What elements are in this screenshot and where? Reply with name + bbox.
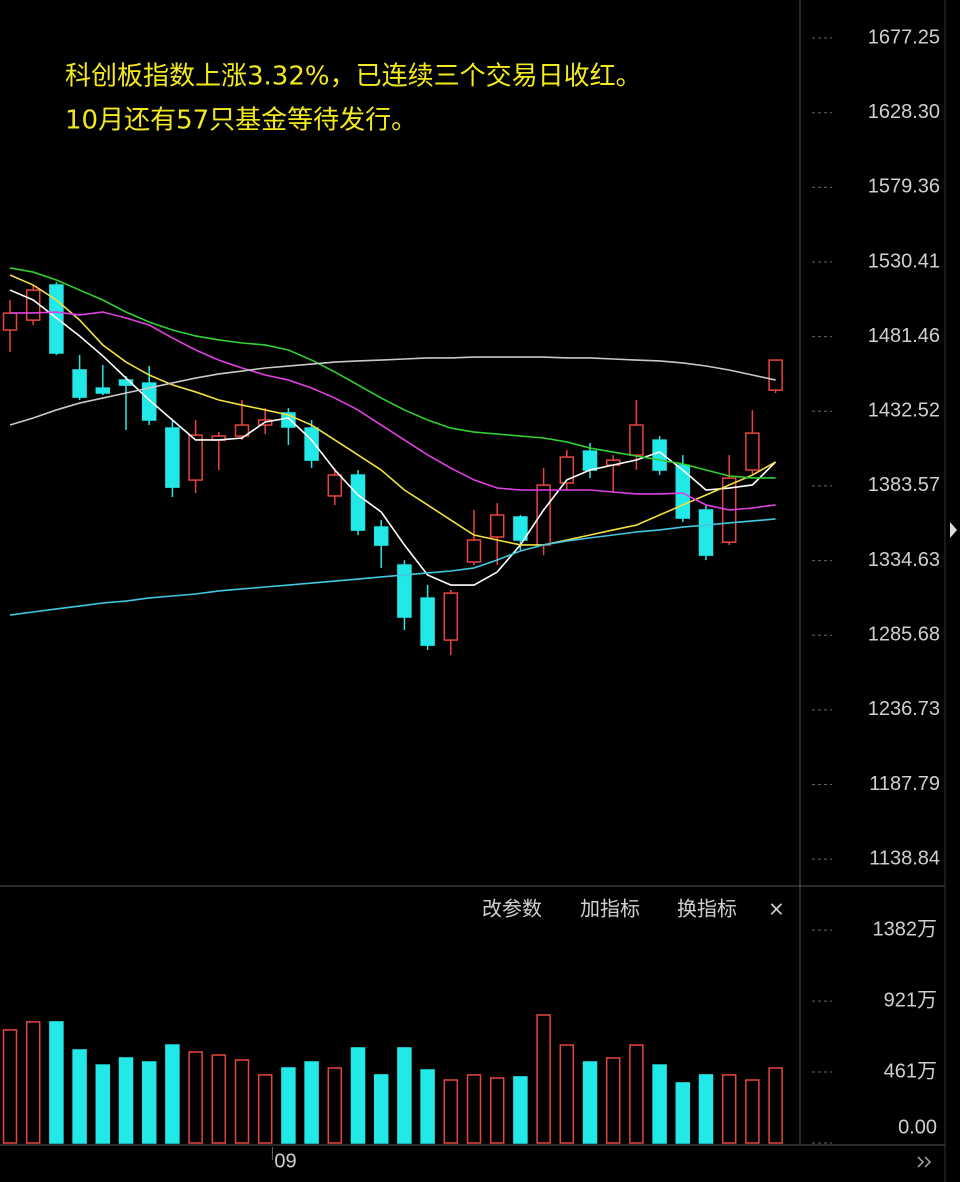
candle-body <box>234 424 250 437</box>
volume-bar <box>582 1061 598 1144</box>
candle-body <box>698 509 714 556</box>
candle-body <box>304 427 319 461</box>
volume-bar <box>675 1082 691 1144</box>
volume-bar <box>188 1051 203 1144</box>
volume-bar <box>605 1057 621 1144</box>
moving-average-line <box>9 289 777 586</box>
volume-bar <box>698 1074 714 1144</box>
scroll-button[interactable] <box>917 1156 932 1168</box>
y-tick-label: 1579.36 <box>868 176 940 198</box>
y-tick-label: 1628.30 <box>868 101 940 123</box>
candle-body <box>165 427 180 488</box>
volume-bar <box>420 1069 435 1144</box>
y2-tick-label: 1382万 <box>873 918 938 940</box>
expand-arrow[interactable] <box>950 522 957 538</box>
volume-bar <box>49 1021 64 1144</box>
moving-average-line <box>10 311 776 511</box>
annotation: 科创板指数上涨3.32%，已连续三个交易日收红。 <box>65 62 642 92</box>
candle-body <box>373 526 389 546</box>
volume-bar <box>2 1029 18 1144</box>
toolbar-button[interactable]: 加指标 <box>580 897 640 921</box>
volume-bar <box>281 1067 296 1144</box>
volume-bar <box>721 1074 737 1144</box>
y-tick-label: 1481.46 <box>868 325 940 347</box>
candle-body <box>49 284 64 354</box>
volume-bar <box>257 1074 273 1144</box>
volume-bar <box>466 1074 482 1144</box>
x-tick-label: 09 <box>274 1150 296 1172</box>
candle-body <box>95 387 111 394</box>
volume-bar <box>304 1061 319 1144</box>
candle-body <box>629 424 644 456</box>
volume-bar <box>559 1044 575 1144</box>
candle-body <box>188 434 203 481</box>
y2-tick-label: 921万 <box>884 989 937 1011</box>
volume-bar <box>72 1049 87 1144</box>
candle-body <box>768 359 783 391</box>
y-tick-label: 1530.41 <box>868 250 940 272</box>
volume-bar <box>489 1077 505 1144</box>
moving-average-line <box>9 267 776 479</box>
candle-body <box>513 516 528 541</box>
candle-body <box>350 474 366 531</box>
volume-bar <box>652 1064 667 1144</box>
candle-body <box>141 382 157 421</box>
candle-body <box>466 539 482 563</box>
candle-body <box>118 379 134 386</box>
candle-body <box>582 450 598 471</box>
candle-body <box>443 592 459 641</box>
y-tick-label: 1432.52 <box>868 400 940 422</box>
candle-body <box>559 456 575 484</box>
candle-body <box>745 432 760 471</box>
candle-body <box>536 484 551 546</box>
close-button[interactable]: × <box>768 897 785 921</box>
volume-bar <box>443 1079 459 1144</box>
volume-bar <box>25 1021 41 1144</box>
candle-body <box>25 289 41 321</box>
volume-bar <box>327 1067 343 1144</box>
toolbar-button[interactable]: 换指标 <box>677 897 737 921</box>
candle-body <box>72 369 87 398</box>
volume-bar <box>165 1044 180 1144</box>
toolbar-button[interactable]: 改参数 <box>482 897 542 921</box>
y2-tick-label: 0.00 <box>898 1116 937 1138</box>
volume-bar <box>629 1044 644 1144</box>
volume-bar <box>373 1074 389 1144</box>
volume-bar <box>350 1047 366 1144</box>
moving-average-line <box>9 518 776 616</box>
volume-bar <box>234 1059 250 1144</box>
y-tick-label: 1187.79 <box>869 773 940 795</box>
candle-body <box>397 564 412 618</box>
candle-body <box>2 312 18 331</box>
candle-body <box>489 514 505 538</box>
y2-tick-label: 461万 <box>884 1060 937 1082</box>
volume-bar <box>768 1067 783 1144</box>
candle-body <box>420 597 435 646</box>
volume-bar <box>513 1076 528 1144</box>
volume-bar <box>211 1054 227 1144</box>
volume-bar <box>745 1079 760 1144</box>
volume-bar <box>141 1061 157 1144</box>
volume-bar <box>536 1014 551 1144</box>
y-tick-label: 1383.57 <box>868 474 940 496</box>
moving-average-line <box>9 274 776 546</box>
annotation: 10月还有57只基金等待发行。 <box>65 106 417 136</box>
moving-average-line <box>9 356 776 426</box>
y-tick-label: 1236.73 <box>868 698 940 720</box>
volume-bar <box>118 1057 134 1144</box>
y-tick-label: 1138.84 <box>869 847 940 869</box>
y-tick-label: 1677.25 <box>868 26 940 48</box>
candle-body <box>327 474 343 497</box>
y-tick-label: 1285.68 <box>868 624 940 646</box>
volume-bar <box>95 1064 111 1144</box>
volume-bar <box>397 1047 412 1144</box>
y-tick-label: 1334.63 <box>868 549 940 571</box>
candle-body <box>675 464 691 519</box>
